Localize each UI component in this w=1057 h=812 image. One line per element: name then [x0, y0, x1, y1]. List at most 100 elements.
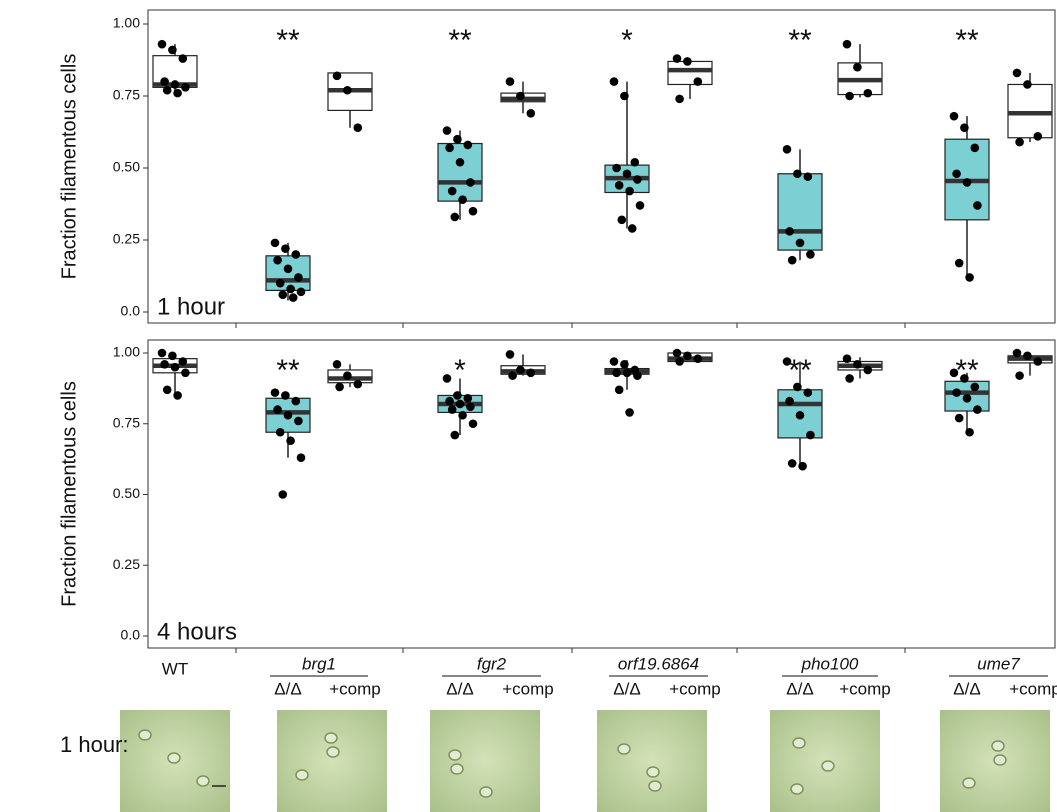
data-point [443, 126, 452, 135]
data-point [973, 201, 982, 210]
cell [296, 770, 308, 780]
data-point [673, 54, 682, 63]
data-point [853, 63, 862, 72]
cell [793, 738, 805, 748]
data-point [516, 92, 525, 101]
figure: 1 hour: 0.00.250.500.751.00Fraction fila… [0, 0, 1057, 812]
data-point [675, 357, 684, 366]
box [668, 61, 712, 84]
data-point [281, 391, 290, 400]
data-point [445, 397, 454, 406]
y-tick-label: 0.25 [113, 556, 140, 572]
y-tick-label: 0.0 [121, 303, 141, 319]
sub-label: +comp [839, 679, 891, 698]
data-point [1013, 349, 1022, 358]
data-point [1023, 352, 1032, 361]
data-point [612, 369, 621, 378]
data-point [973, 405, 982, 414]
data-point [955, 414, 964, 423]
data-point [469, 419, 478, 428]
data-point [451, 213, 460, 222]
sub-label: Δ/Δ [953, 679, 980, 698]
cell [647, 767, 659, 777]
cell [963, 778, 975, 788]
y-axis-label: Fraction filamentous cells [58, 381, 80, 607]
data-point [675, 95, 684, 104]
sub-label: +comp [1009, 679, 1057, 698]
panel-label: 1 hour [157, 293, 225, 320]
box [438, 144, 482, 202]
significance: ** [955, 354, 979, 387]
data-point [286, 436, 295, 445]
data-point [628, 224, 637, 233]
data-point [864, 89, 873, 98]
gene-label: orf19.6864 [618, 654, 699, 673]
data-point [158, 349, 167, 358]
sub-label: +comp [329, 679, 381, 698]
sub-label: +comp [502, 679, 554, 698]
data-point [506, 77, 515, 86]
data-point [952, 388, 961, 397]
panel-label: 4 hours [157, 618, 237, 645]
data-point [623, 369, 632, 378]
data-point [469, 207, 478, 216]
data-point [783, 145, 792, 154]
data-point [294, 273, 303, 282]
cell [168, 753, 180, 763]
data-point [273, 256, 282, 265]
data-point [464, 141, 473, 150]
data-point [1034, 357, 1043, 366]
data-point [276, 279, 285, 288]
data-point [694, 77, 703, 86]
data-point [683, 352, 692, 361]
box [266, 256, 310, 291]
data-point [284, 265, 293, 274]
data-point [181, 83, 190, 92]
significance: * [454, 354, 466, 387]
cell [649, 781, 661, 791]
data-point [1023, 80, 1032, 89]
data-point [864, 366, 873, 375]
data-point [464, 394, 473, 403]
data-point [443, 374, 452, 383]
data-point [335, 383, 344, 392]
data-point [173, 391, 182, 400]
data-point [168, 352, 177, 361]
data-point [963, 178, 972, 187]
sub-label: Δ/Δ [446, 679, 473, 698]
data-point [804, 388, 813, 397]
data-point [343, 371, 352, 380]
cell [197, 776, 209, 786]
data-point [610, 77, 619, 86]
data-point [292, 397, 301, 406]
data-point [284, 411, 293, 420]
data-point [354, 123, 363, 132]
data-point [965, 273, 974, 282]
data-point [793, 169, 802, 178]
y-tick-label: 0.25 [113, 231, 140, 247]
data-point [458, 411, 467, 420]
cell [618, 744, 630, 754]
data-point [294, 417, 303, 426]
data-point [354, 380, 363, 389]
data-point [276, 428, 285, 437]
cell [325, 733, 337, 743]
data-point [785, 397, 794, 406]
cell [451, 764, 463, 774]
data-point [804, 172, 813, 181]
sub-label: Δ/Δ [274, 679, 301, 698]
data-point [333, 360, 342, 369]
significance: ** [276, 354, 300, 387]
data-point [271, 388, 280, 397]
significance: ** [955, 24, 979, 57]
data-point [785, 227, 794, 236]
data-point [286, 285, 295, 294]
data-point [610, 357, 619, 366]
data-point [160, 77, 169, 86]
data-point [297, 288, 306, 297]
data-point [636, 201, 645, 210]
data-point [952, 169, 961, 178]
gene-label: fgr2 [477, 654, 507, 673]
gene-label: ume7 [977, 654, 1020, 673]
data-point [845, 374, 854, 383]
